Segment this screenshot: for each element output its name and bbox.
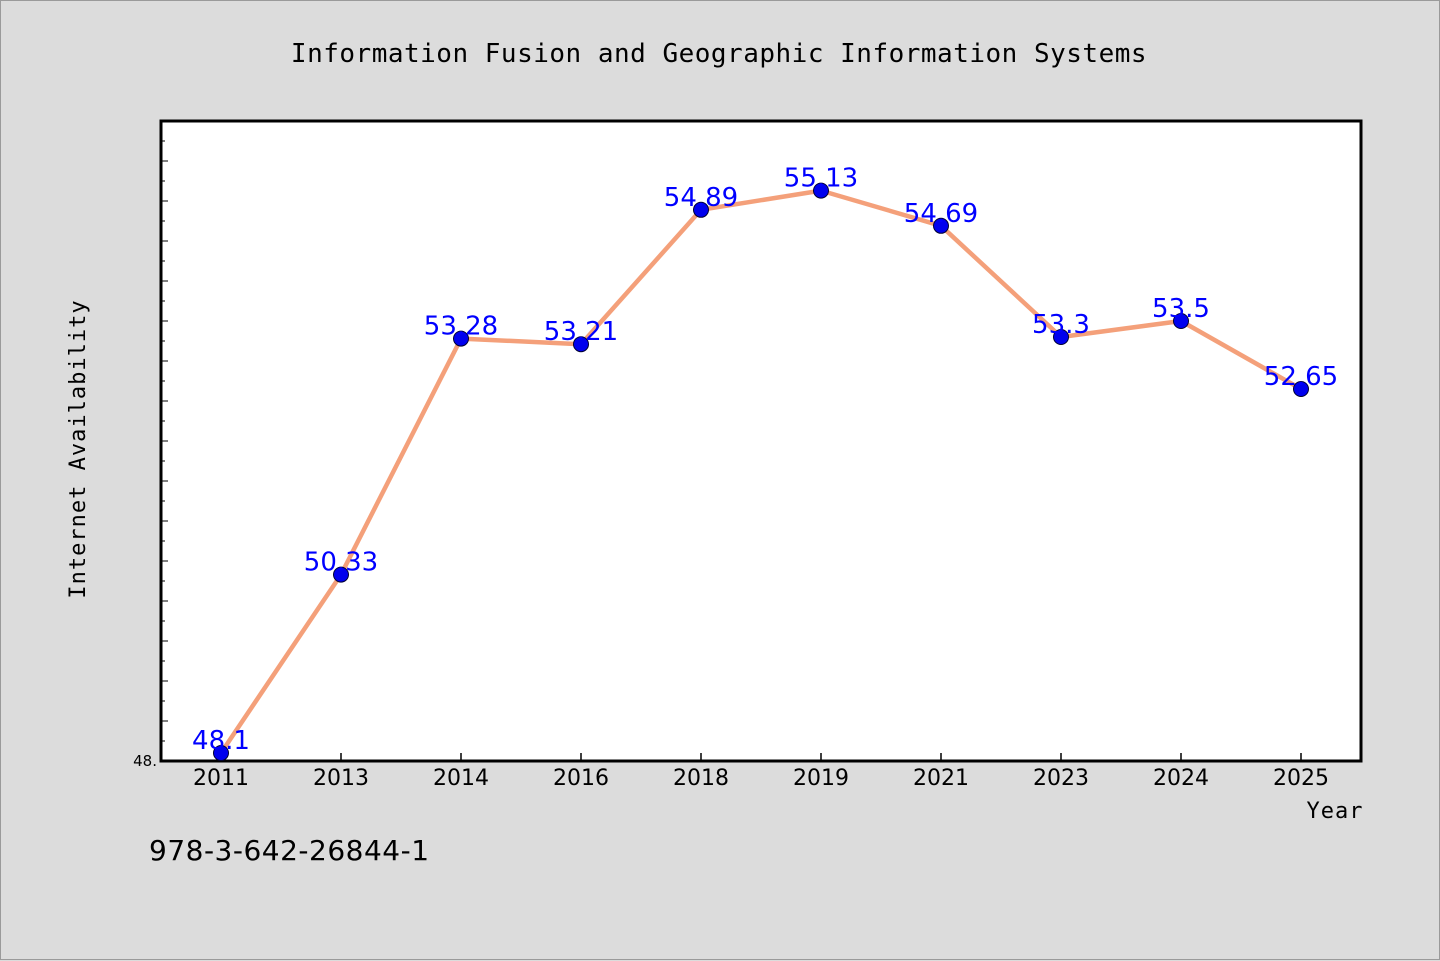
data-point	[1053, 329, 1069, 345]
y-tick-labels: 48.	[133, 752, 157, 770]
data-label: 53.28	[424, 312, 498, 342]
x-tick-label: 2016	[553, 766, 609, 791]
series-group	[213, 182, 1309, 761]
x-tick-label: 2011	[193, 766, 249, 791]
data-label: 54.89	[664, 183, 738, 213]
data-point	[213, 745, 229, 761]
data-point	[693, 201, 709, 218]
data-point	[933, 217, 949, 234]
data-point	[573, 336, 589, 353]
data-label: 55.13	[784, 164, 858, 194]
data-point	[333, 566, 349, 583]
data-point	[453, 330, 469, 347]
x-tick-label: 2023	[1033, 766, 1089, 791]
y-axis-ticks	[161, 120, 168, 762]
x-tick-label: 2024	[1153, 766, 1209, 791]
x-tick-label: 2025	[1273, 766, 1329, 791]
x-tick-label: 2019	[793, 766, 849, 791]
chart-title: Information Fusion and Geographic Inform…	[291, 39, 1147, 69]
x-tick-label: 2018	[673, 766, 729, 791]
data-label: 53.3	[1032, 310, 1090, 340]
x-tick-label: 2021	[913, 766, 969, 791]
data-point	[1173, 313, 1189, 329]
plot-area	[159, 119, 1363, 763]
data-label: 48.1	[192, 726, 250, 756]
x-tick-label: 2013	[313, 766, 369, 791]
x-axis-label: Year	[1307, 799, 1364, 824]
data-point	[813, 182, 829, 199]
data-label: 53.5	[1152, 294, 1210, 324]
data-labels-group: 48.1 50.33 53.28 53.21 54.89 55.13 54.69 53.3 53…	[192, 164, 1338, 756]
data-point	[1293, 381, 1309, 397]
isbn-text: 978-3-642-26844-1	[149, 834, 430, 867]
data-label: 53.21	[544, 317, 618, 347]
data-label: 50.33	[304, 548, 378, 578]
data-label: 52.65	[1264, 362, 1338, 392]
x-tick-label: 2014	[433, 766, 489, 791]
data-label: 54.69	[904, 199, 978, 229]
y-axis-label: Internet Availability	[66, 299, 91, 598]
series-line	[218, 188, 1304, 756]
x-axis-ticks: 2011 2013 2014 2016 2018 2019 2021 2023 2024 2025	[193, 753, 1329, 791]
y-tick-label: 48.	[133, 752, 157, 770]
